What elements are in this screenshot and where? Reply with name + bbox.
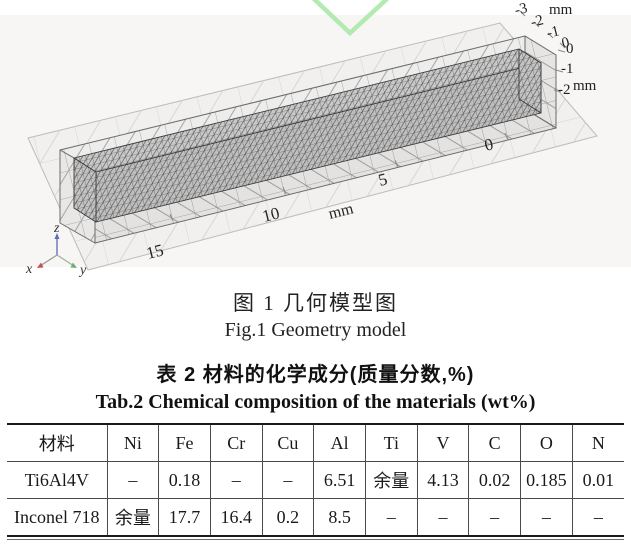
y-tick--3: -3 [513, 0, 529, 19]
y-axis-unit: mm [549, 2, 573, 18]
x-tick-10: 10 [260, 203, 281, 226]
data-cell: 6.51 [313, 461, 366, 499]
data-cell: 0.18 [158, 461, 211, 499]
data-cell: – [468, 498, 521, 536]
data-cell: – [520, 498, 573, 536]
data-cell: – [571, 498, 624, 536]
header-cell-fe: Fe [158, 424, 211, 462]
table-title-zh: 表 2 材料的化学成分(质量分数,%) [156, 364, 475, 386]
z-tick-0: 0 [566, 41, 574, 57]
green-chevron-watermark [311, 0, 390, 37]
header-cell-ti: Ti [364, 424, 418, 462]
table-bottom-rule [7, 539, 624, 540]
table-header-row: 材料 Ni Fe Cr Cu Al Ti V C O N [7, 424, 624, 462]
data-cell: 16.4 [209, 498, 263, 536]
figure-caption-en: Fig.1 Geometry model [224, 319, 407, 341]
data-cell: 0.02 [468, 461, 521, 499]
composition-table: 材料 Ni Fe Cr Cu Al Ti V C O N Ti6Al4V – 0… [7, 423, 624, 537]
header-cell-al: Al [313, 424, 366, 462]
data-cell: – [416, 498, 470, 536]
header-cell-ni: Ni [106, 424, 160, 462]
z-tick--2: -2 [558, 82, 571, 98]
data-cell: 0.01 [571, 461, 624, 499]
table-row: Inconel 718 余量 17.7 16.4 0.2 8.5 – – – –… [7, 498, 624, 536]
z-axis-labels: 0 -1 -2 mm [558, 41, 597, 98]
data-cell: Inconel 718 [7, 498, 108, 536]
data-cell: – [209, 461, 263, 499]
table-row: Ti6Al4V – 0.18 – – 6.51 余量 4.13 0.02 0.1… [7, 461, 624, 499]
geometry-figure: 15 10 5 0 mm -3 -2 -1 0 mm 0 -1 -2 mm [0, 0, 631, 278]
data-cell: – [106, 461, 160, 499]
header-cell-cu: Cu [261, 424, 315, 462]
inner-bar [73, 48, 542, 223]
data-cell: 8.5 [313, 498, 366, 536]
data-cell: 余量 [106, 498, 160, 536]
y-tick--2: -2 [529, 12, 545, 31]
header-cell-cr: Cr [209, 424, 263, 462]
x-tick-15: 15 [144, 240, 165, 263]
z-tick--1: -1 [561, 61, 574, 77]
header-cell-c: C [468, 424, 521, 462]
axis-triad [37, 233, 77, 268]
figure-caption-zh: 图 1 几何模型图 [233, 291, 398, 315]
triad-x-label: x [25, 262, 33, 277]
data-cell: 4.13 [416, 461, 470, 499]
table-title-en: Tab.2 Chemical composition of the materi… [95, 391, 536, 413]
data-cell: – [364, 498, 418, 536]
triad-labels: x y z [25, 221, 87, 278]
x-axis-arrow [39, 254, 58, 267]
y-axis-arrow [56, 254, 75, 267]
data-cell: Ti6Al4V [7, 461, 108, 499]
y-tick--1: -1 [545, 23, 561, 42]
x-axis-labels: 15 10 5 0 mm [144, 134, 495, 262]
triad-z-label: z [53, 221, 60, 236]
data-cell: 0.185 [520, 461, 573, 499]
z-axis-unit: mm [573, 78, 597, 94]
header-cell-material: 材料 [7, 424, 108, 462]
data-cell: – [261, 461, 315, 499]
y-axis-labels: -3 -2 -1 0 mm [513, 0, 573, 52]
data-cell: 0.2 [261, 498, 315, 536]
data-cell: 17.7 [158, 498, 211, 536]
header-cell-n: N [571, 424, 624, 462]
header-cell-o: O [520, 424, 573, 462]
x-axis-unit: mm [327, 200, 356, 223]
data-cell: 余量 [364, 461, 418, 499]
y-tick-0: 0 [560, 35, 571, 52]
triad-y-label: y [78, 263, 87, 278]
axis-ticks [169, 10, 566, 222]
header-cell-v: V [416, 424, 470, 462]
geometry-model-svg: 15 10 5 0 mm -3 -2 -1 0 mm 0 -1 -2 mm [0, 0, 631, 278]
